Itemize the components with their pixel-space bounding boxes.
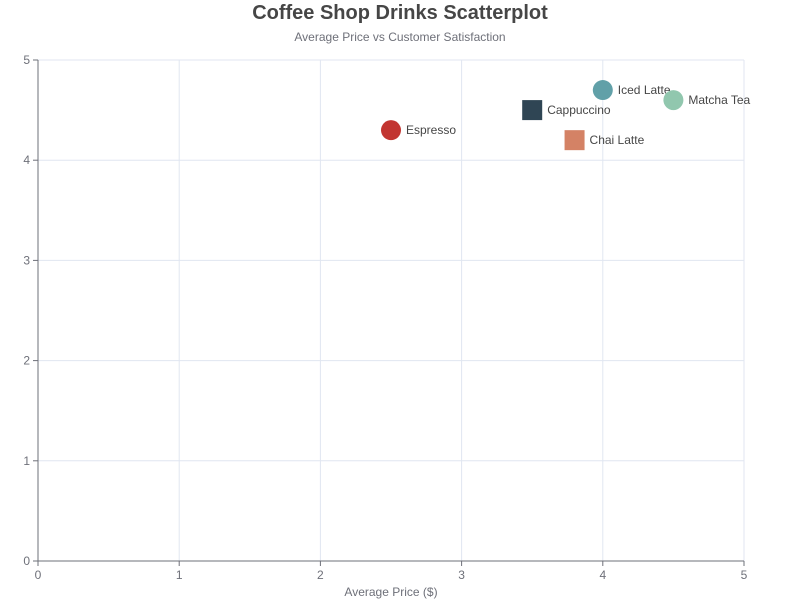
y-tick-label: 3 [23, 253, 30, 267]
point-iced-latte[interactable] [592, 80, 613, 101]
chart-title: Coffee Shop Drinks Scatterplot [252, 2, 548, 24]
axes [33, 59, 745, 566]
point-espresso[interactable] [381, 120, 401, 141]
x-axis-title: Average Price ($) [344, 585, 437, 599]
point-chai-latte[interactable] [564, 130, 585, 151]
point-matcha-tea[interactable] [663, 90, 684, 111]
data-points: Espresso Cappuccino Iced Latte Chai Latte Ma… [381, 80, 751, 151]
point-cappuccino[interactable] [522, 100, 543, 121]
point-label-iced-latte: Iced Latte [618, 83, 671, 97]
x-tick-label: 1 [176, 568, 183, 582]
grid-lines [38, 59, 745, 561]
x-tick-label: 5 [741, 568, 748, 582]
y-tick-label: 5 [23, 53, 30, 67]
x-tick-label: 4 [599, 568, 606, 582]
x-tick-label: 2 [317, 568, 324, 582]
chart-subtitle: Average Price vs Customer Satisfaction [294, 30, 506, 44]
y-tick-label: 0 [23, 554, 30, 568]
y-tick-label: 4 [23, 153, 30, 167]
point-label-espresso: Espresso [406, 123, 456, 137]
point-label-chai-latte: Chai Latte [590, 133, 645, 147]
x-tick-label: 3 [458, 568, 465, 582]
y-tick-label: 1 [23, 454, 30, 468]
tick-labels: 0 1 2 3 4 5 0 1 2 3 4 5 [23, 53, 747, 582]
point-label-cappuccino: Cappuccino [547, 103, 611, 117]
point-label-matcha-tea: Matcha Tea [688, 93, 750, 107]
y-tick-label: 2 [23, 354, 30, 368]
x-tick-label: 0 [35, 568, 42, 582]
